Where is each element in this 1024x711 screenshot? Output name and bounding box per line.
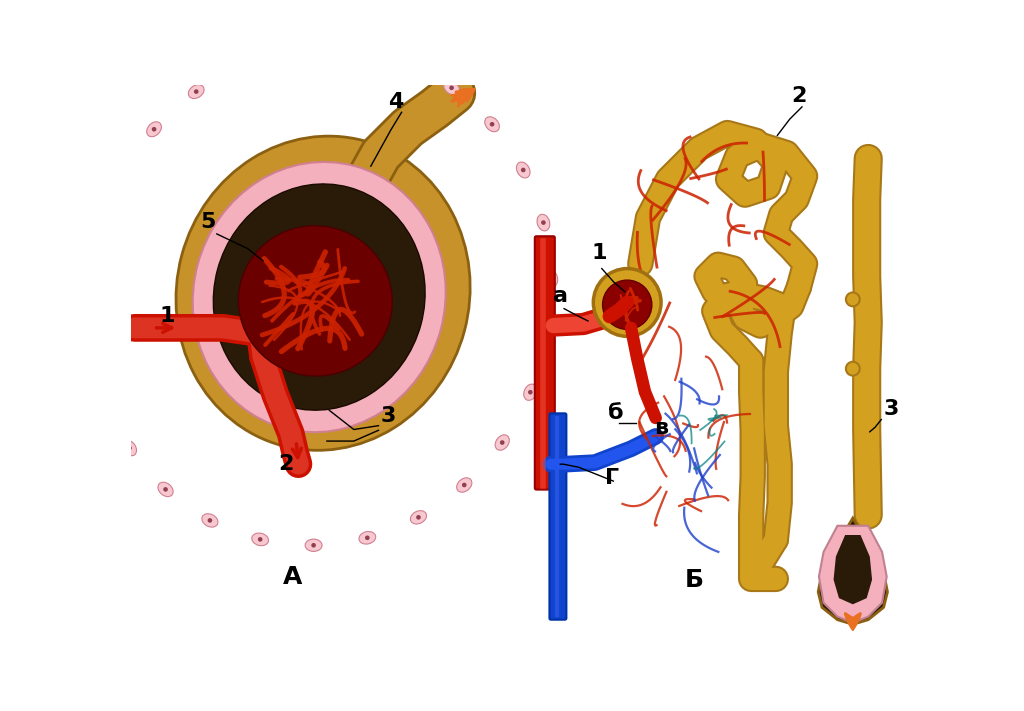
Circle shape — [401, 60, 407, 65]
Circle shape — [500, 440, 505, 445]
Ellipse shape — [83, 335, 95, 352]
Ellipse shape — [239, 226, 392, 376]
Circle shape — [85, 284, 90, 289]
Circle shape — [549, 277, 554, 282]
Ellipse shape — [188, 85, 204, 99]
Text: б: б — [608, 402, 624, 423]
Text: Г: Г — [605, 468, 618, 488]
Circle shape — [243, 63, 248, 68]
FancyBboxPatch shape — [550, 413, 566, 620]
Text: 2: 2 — [792, 86, 807, 106]
Ellipse shape — [443, 81, 460, 95]
Circle shape — [846, 362, 860, 375]
Text: 1: 1 — [591, 243, 606, 263]
Ellipse shape — [537, 214, 550, 231]
Circle shape — [602, 280, 652, 329]
Ellipse shape — [290, 45, 306, 57]
Circle shape — [119, 173, 123, 178]
Text: а: а — [553, 287, 567, 306]
FancyBboxPatch shape — [535, 236, 555, 490]
Ellipse shape — [237, 58, 253, 72]
Ellipse shape — [176, 136, 470, 450]
Ellipse shape — [252, 533, 268, 545]
Circle shape — [541, 220, 546, 225]
Ellipse shape — [123, 440, 136, 456]
Text: А: А — [283, 565, 302, 589]
Circle shape — [846, 292, 860, 306]
Ellipse shape — [411, 510, 427, 524]
Ellipse shape — [202, 171, 437, 423]
Text: Б: Б — [685, 568, 703, 592]
Circle shape — [545, 334, 549, 339]
Circle shape — [521, 168, 525, 172]
Ellipse shape — [546, 271, 558, 288]
Text: 4: 4 — [388, 92, 403, 112]
Text: 3: 3 — [381, 406, 396, 426]
Circle shape — [101, 396, 105, 401]
Ellipse shape — [343, 44, 360, 56]
Ellipse shape — [484, 117, 500, 132]
Circle shape — [258, 537, 262, 542]
Ellipse shape — [92, 221, 104, 237]
Circle shape — [87, 341, 92, 346]
Ellipse shape — [516, 162, 530, 178]
Ellipse shape — [146, 122, 162, 137]
Circle shape — [349, 48, 354, 53]
Circle shape — [194, 90, 199, 94]
Circle shape — [489, 122, 495, 127]
Text: в: в — [654, 418, 669, 438]
Text: 5: 5 — [200, 212, 215, 232]
Text: 2: 2 — [279, 454, 294, 474]
Circle shape — [152, 127, 157, 132]
Circle shape — [528, 390, 532, 395]
Circle shape — [296, 48, 300, 53]
Text: 1: 1 — [160, 306, 175, 326]
Text: 3: 3 — [884, 399, 899, 419]
Circle shape — [96, 227, 100, 232]
Ellipse shape — [193, 162, 445, 432]
Ellipse shape — [81, 277, 94, 294]
Polygon shape — [834, 535, 872, 604]
Circle shape — [311, 543, 315, 547]
Circle shape — [416, 515, 421, 520]
Ellipse shape — [359, 532, 376, 544]
Ellipse shape — [523, 384, 537, 400]
Ellipse shape — [305, 539, 323, 552]
Circle shape — [450, 85, 454, 90]
Ellipse shape — [395, 56, 413, 69]
Circle shape — [593, 269, 662, 336]
Circle shape — [163, 487, 168, 492]
Ellipse shape — [213, 184, 425, 410]
Ellipse shape — [114, 168, 128, 184]
Ellipse shape — [97, 390, 111, 407]
Circle shape — [365, 535, 370, 540]
Circle shape — [208, 518, 212, 523]
Circle shape — [462, 483, 467, 487]
Ellipse shape — [541, 328, 553, 346]
Ellipse shape — [158, 482, 173, 496]
Ellipse shape — [496, 435, 509, 450]
Ellipse shape — [202, 514, 218, 527]
Polygon shape — [818, 518, 888, 624]
Ellipse shape — [457, 478, 472, 492]
Polygon shape — [819, 525, 887, 623]
Circle shape — [127, 446, 132, 450]
